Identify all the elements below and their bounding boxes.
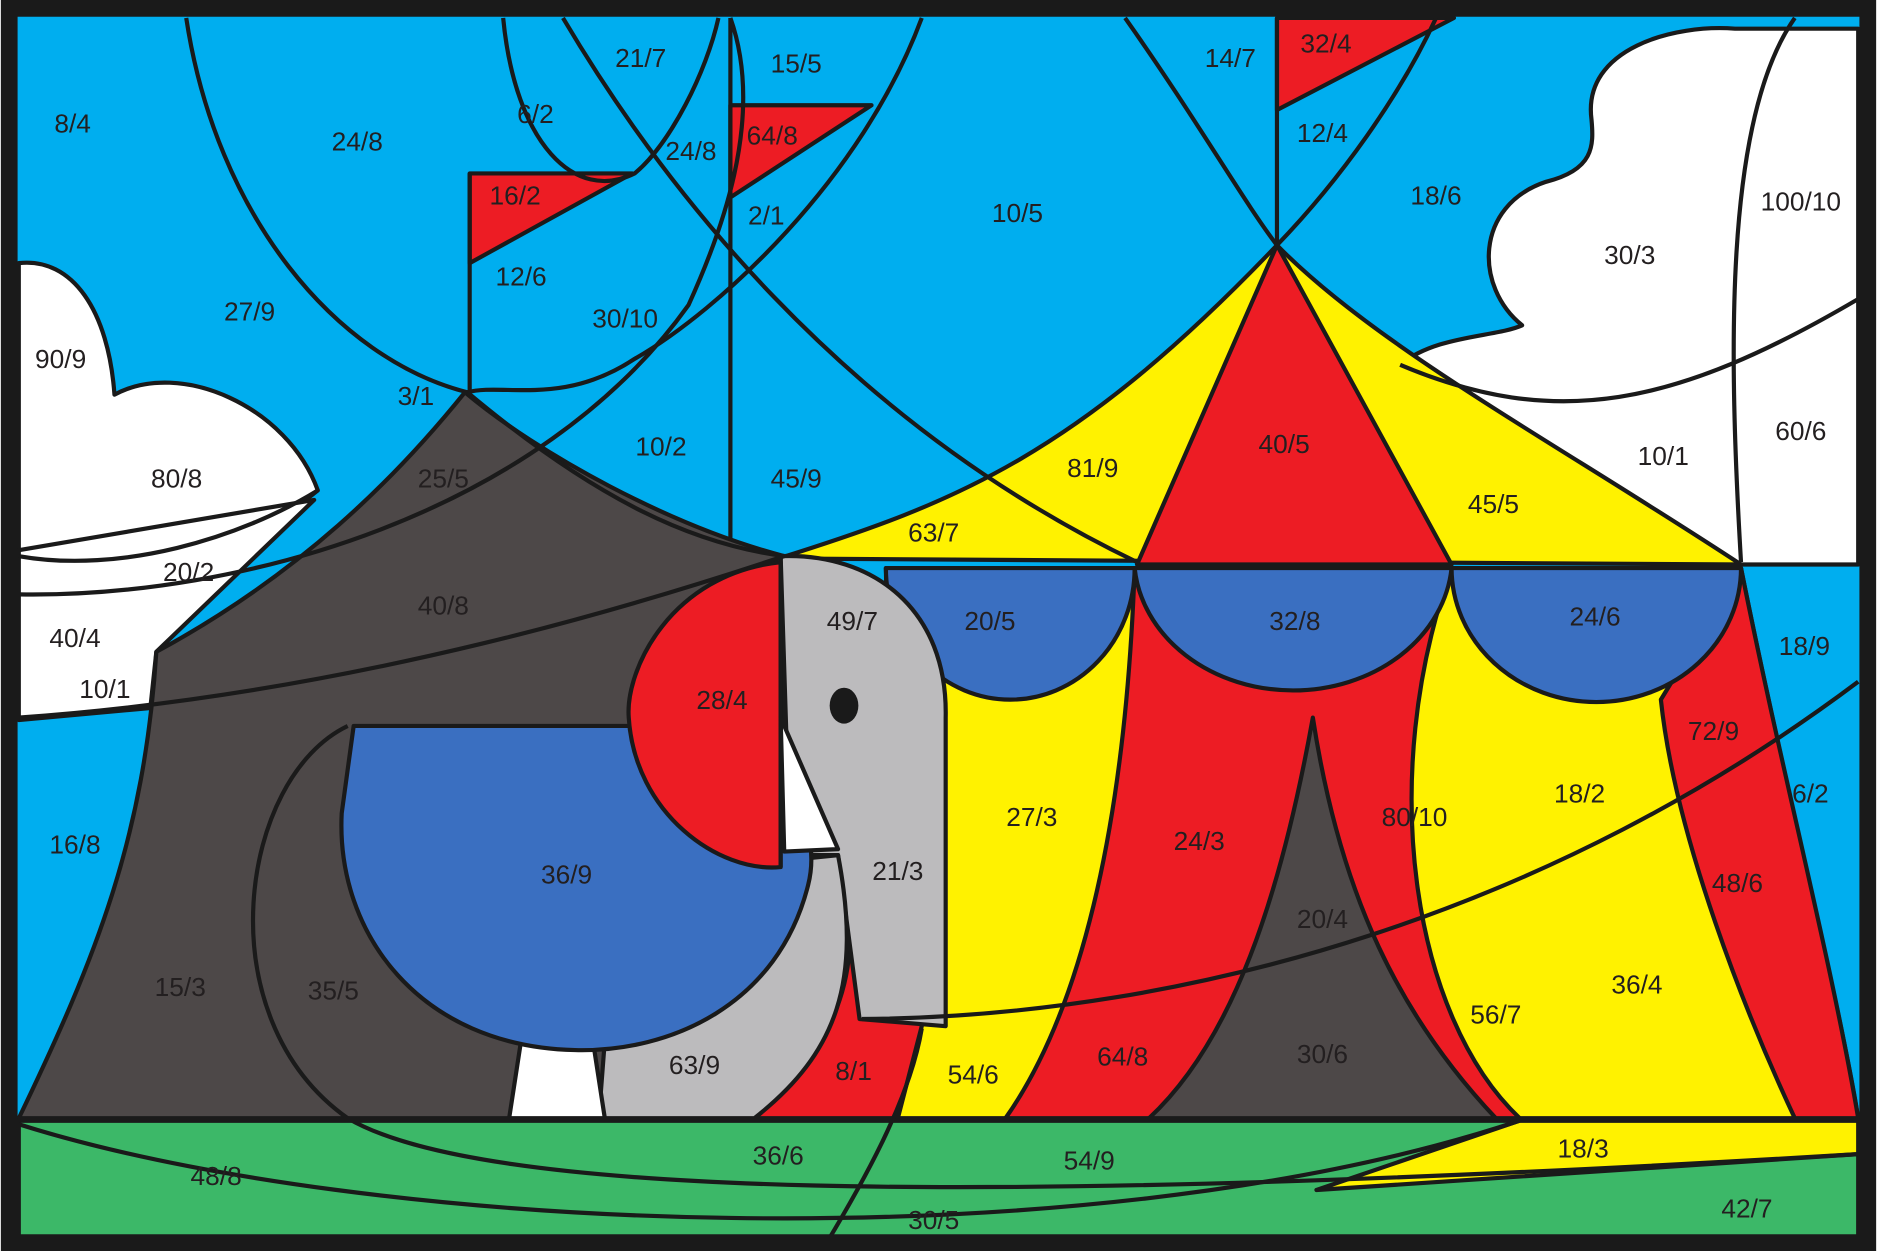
region-number: 40/8 — [418, 591, 469, 621]
region-number: 48/8 — [191, 1161, 242, 1191]
region-number: 10/1 — [1638, 441, 1689, 471]
region-number: 20/2 — [163, 557, 214, 587]
region-number: 30/3 — [1604, 240, 1655, 270]
region-number: 24/8 — [332, 126, 383, 156]
region-number: 36/9 — [541, 860, 592, 890]
region-number: 36/6 — [753, 1141, 804, 1171]
region-number: 80/10 — [1382, 802, 1448, 832]
region-number: 18/9 — [1779, 631, 1830, 661]
region-number: 81/9 — [1067, 453, 1118, 483]
region-number: 56/7 — [1470, 1000, 1521, 1030]
region-number: 15/5 — [771, 49, 822, 79]
region-number: 24/3 — [1174, 826, 1225, 856]
region-number: 2/1 — [748, 201, 785, 231]
region-number: 6/2 — [1792, 778, 1829, 808]
region-number: 12/6 — [496, 262, 547, 292]
region-number: 16/8 — [49, 830, 100, 860]
region-number: 27/3 — [1006, 802, 1057, 832]
region-number: 64/8 — [1097, 1041, 1148, 1071]
region-number: 12/4 — [1297, 118, 1348, 148]
region-number: 10/1 — [79, 674, 130, 704]
region-number: 40/4 — [49, 623, 100, 653]
region-number: 42/7 — [1721, 1193, 1772, 1223]
region-number: 18/3 — [1558, 1133, 1609, 1163]
region-number: 49/7 — [827, 606, 878, 636]
region-number: 27/9 — [224, 296, 275, 326]
region-number: 36/4 — [1611, 970, 1662, 1000]
region-number: 6/2 — [517, 99, 554, 129]
region-number: 8/4 — [54, 109, 91, 139]
region-number: 45/9 — [771, 464, 822, 494]
region-number: 20/4 — [1297, 904, 1348, 934]
region-number: 35/5 — [308, 976, 359, 1006]
region — [830, 688, 859, 724]
region-number: 3/1 — [398, 381, 435, 411]
region-number: 25/5 — [418, 464, 469, 494]
region-number: 54/9 — [1064, 1145, 1115, 1175]
page: 8/4 24/8 6/2 21/7 15/5 14/7 32/4 12/4 24/8 64/8 16… — [0, 0, 1877, 1251]
region-number: 16/2 — [490, 180, 541, 210]
region-number: 21/7 — [615, 43, 666, 73]
region-number: 20/5 — [964, 606, 1015, 636]
region-number: 90/9 — [35, 344, 86, 374]
region-number: 30/5 — [908, 1205, 959, 1235]
region-number: 18/2 — [1554, 778, 1605, 808]
region-number: 48/6 — [1712, 868, 1763, 898]
region-number: 8/1 — [835, 1056, 872, 1086]
region-number: 18/6 — [1410, 180, 1461, 210]
region-number: 32/8 — [1269, 606, 1320, 636]
region-number: 10/2 — [635, 431, 686, 461]
region-number: 54/6 — [948, 1059, 999, 1089]
region-number: 30/6 — [1297, 1039, 1348, 1069]
region-number: 45/5 — [1468, 489, 1519, 519]
region-number: 80/8 — [151, 464, 202, 494]
region-number: 15/3 — [155, 972, 206, 1002]
region-number: 100/10 — [1761, 186, 1841, 216]
color-by-number-picture: 8/4 24/8 6/2 21/7 15/5 14/7 32/4 12/4 24/8 64/8 16… — [0, 0, 1877, 1251]
region-number: 24/6 — [1570, 601, 1621, 631]
region-number: 72/9 — [1688, 716, 1739, 746]
region-number: 32/4 — [1300, 28, 1351, 58]
region-number: 21/3 — [872, 856, 923, 886]
region-number: 40/5 — [1259, 429, 1310, 459]
region-number: 64/8 — [747, 120, 798, 150]
region-number: 63/9 — [669, 1050, 720, 1080]
region-number: 10/5 — [992, 198, 1043, 228]
region-number: 24/8 — [665, 136, 716, 166]
region-number: 63/7 — [908, 518, 959, 548]
region-number: 14/7 — [1205, 43, 1256, 73]
region-number: 60/6 — [1775, 416, 1826, 446]
region-number: 30/10 — [592, 303, 658, 333]
region-number: 28/4 — [696, 685, 747, 715]
region — [509, 1041, 605, 1119]
